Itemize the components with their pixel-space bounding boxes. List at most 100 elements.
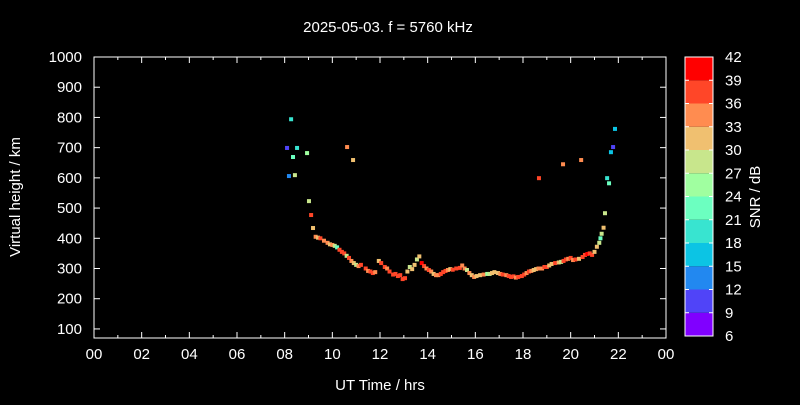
y-tick-label: 200	[57, 291, 82, 308]
data-point	[608, 150, 613, 155]
y-tick-label: 900	[57, 79, 82, 96]
data-point	[590, 252, 595, 257]
data-point	[354, 262, 359, 267]
data-point	[536, 176, 541, 181]
data-point	[335, 245, 340, 250]
colorbar-band	[685, 266, 713, 290]
data-point	[509, 274, 514, 279]
colorbar-tick-label: 36	[725, 96, 742, 113]
data-point	[438, 271, 443, 276]
data-point	[469, 273, 474, 278]
y-tick-label: 100	[57, 321, 82, 338]
y-tick-label: 700	[57, 140, 82, 157]
x-tick-label: 08	[276, 346, 293, 363]
data-point	[598, 236, 603, 241]
data-point	[327, 242, 332, 247]
data-point	[490, 271, 495, 276]
colorbar-tick-label: 39	[725, 72, 742, 89]
data-point	[366, 268, 371, 273]
data-point	[342, 251, 347, 256]
data-point	[395, 274, 400, 279]
data-point	[424, 266, 429, 271]
data-point	[472, 274, 477, 279]
data-point	[363, 266, 368, 271]
data-point	[553, 261, 558, 266]
data-point	[460, 263, 465, 268]
colorbar-band	[685, 126, 713, 150]
data-point	[611, 145, 616, 150]
x-tick-label: 14	[419, 346, 436, 363]
data-point	[316, 235, 321, 240]
data-point	[524, 271, 529, 276]
data-point	[356, 264, 361, 269]
data-point	[434, 273, 439, 278]
data-point	[587, 251, 592, 256]
x-tick-label: 20	[562, 346, 579, 363]
data-point	[492, 270, 497, 275]
data-point	[292, 173, 297, 178]
data-point	[436, 273, 441, 278]
data-point	[568, 255, 573, 260]
colorbar-tick-label: 6	[725, 328, 733, 345]
data-point	[487, 271, 492, 276]
data-point	[289, 117, 294, 122]
data-point	[561, 162, 566, 167]
data-point	[405, 269, 410, 274]
data-point	[544, 264, 549, 269]
data-point	[462, 266, 467, 271]
data-point	[542, 264, 547, 269]
axes: 00 02 04 06 08 10 12 14 16 18 20 22 0010020030040050…	[49, 49, 675, 363]
y-tick-label: 1000	[49, 49, 82, 66]
colorbar-tick-label: 18	[725, 235, 742, 252]
data-point	[325, 240, 330, 245]
colorbar-tick-label: 15	[725, 258, 742, 275]
data-point	[522, 272, 527, 277]
colorbar-band	[685, 103, 713, 127]
data-point	[306, 199, 311, 204]
colorbar-tick-label: 24	[725, 189, 742, 206]
x-tick-label: 06	[229, 346, 246, 363]
data-point	[285, 145, 290, 150]
data-point	[585, 252, 590, 257]
colorbar-band	[685, 57, 713, 81]
colorbar-band	[685, 80, 713, 104]
data-point	[295, 145, 300, 150]
data-point	[391, 272, 396, 277]
data-point	[385, 266, 390, 271]
data-point	[506, 274, 511, 279]
data-point	[605, 176, 610, 181]
data-point	[339, 249, 344, 254]
data-point	[376, 258, 381, 263]
data-point	[531, 268, 536, 273]
x-tick-label: 22	[610, 346, 627, 363]
data-point	[516, 274, 521, 279]
data-point	[313, 234, 318, 239]
data-point	[351, 158, 356, 163]
data-point	[478, 273, 483, 278]
data-point	[410, 267, 415, 272]
data-point	[485, 271, 490, 276]
data-point	[540, 266, 545, 271]
data-point	[464, 268, 469, 273]
data-point	[597, 240, 602, 245]
y-tick-label: 400	[57, 230, 82, 247]
colorbar-band	[685, 196, 713, 220]
data-point	[500, 272, 505, 277]
colorbar: 6 9 12 15 18 21 24 27 30 33 36 39 42	[684, 49, 742, 345]
data-point	[441, 270, 446, 275]
data-point	[321, 238, 326, 243]
data-point	[573, 257, 578, 262]
data-point	[291, 155, 296, 160]
data-point	[536, 266, 541, 271]
data-point	[351, 261, 356, 266]
colorbar-band	[685, 289, 713, 313]
data-point	[414, 257, 419, 262]
data-point	[349, 258, 354, 263]
data-point	[495, 271, 500, 276]
data-point	[286, 174, 291, 179]
colorbar-tick-label: 12	[725, 282, 742, 299]
data-point	[373, 270, 378, 275]
data-point	[393, 271, 398, 276]
x-tick-label: 12	[372, 346, 389, 363]
